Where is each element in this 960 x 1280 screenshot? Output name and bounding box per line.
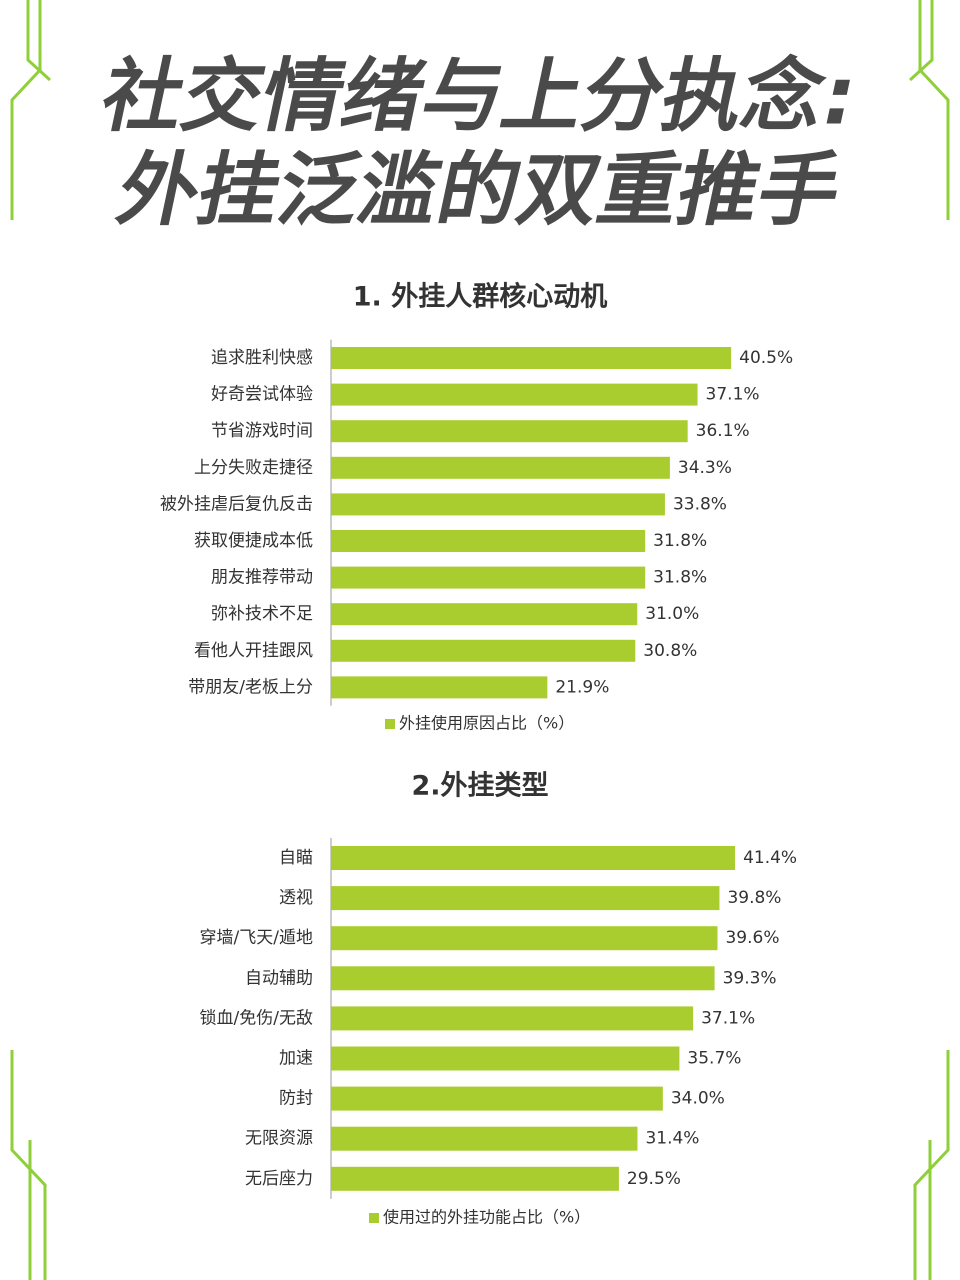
category-label: 防封 [279, 1089, 313, 1109]
bar [331, 530, 646, 552]
category-label: 朋友推荐带动 [211, 568, 313, 588]
value-label: 31.0% [645, 604, 699, 624]
category-label: 节省游戏时间 [211, 421, 313, 441]
category-label: 穿墙/飞天/遁地 [200, 928, 313, 948]
legend-swatch [369, 1213, 379, 1223]
category-label: 透视 [279, 888, 313, 908]
chart-title: 1. 外挂人群核心动机 [353, 281, 607, 313]
value-label: 34.0% [671, 1089, 725, 1109]
category-label: 锁血/免伤/无敌 [200, 1008, 313, 1028]
value-label: 31.4% [645, 1129, 699, 1149]
value-label: 37.1% [701, 1008, 755, 1028]
value-label: 35.7% [687, 1049, 741, 1069]
bar [331, 347, 732, 369]
value-label: 31.8% [653, 568, 707, 588]
category-label: 被外挂虐后复仇反击 [160, 494, 313, 514]
category-label: 无后座力 [245, 1169, 313, 1189]
value-label: 33.8% [673, 494, 727, 514]
bar [331, 1166, 619, 1191]
chart-title: 2.外挂类型 [411, 771, 548, 802]
title-line: 外挂泛滥的双重推手 [110, 145, 850, 238]
category-label: 获取便捷成本低 [194, 531, 313, 551]
category-label: 带朋友/老板上分 [188, 677, 313, 697]
bar [331, 1126, 638, 1151]
value-label: 21.9% [555, 677, 609, 697]
decoration [10, 0, 950, 1280]
bar [331, 493, 665, 516]
category-label: 上分失败走捷径 [194, 458, 313, 478]
title: 社交情绪与上分执念: 外挂泛滥的双重推手 [94, 51, 866, 238]
value-label: 41.4% [743, 848, 797, 868]
value-label: 36.1% [696, 421, 750, 441]
category-label: 看他人开挂跟风 [194, 641, 313, 661]
category-label: 追求胜利快感 [211, 348, 313, 368]
category-label: 无限资源 [245, 1129, 313, 1149]
legend-label: 外挂使用原因占比（%） [399, 714, 574, 733]
value-label: 37.1% [706, 385, 760, 405]
bar [331, 383, 698, 406]
bar [331, 966, 715, 991]
bar [331, 456, 670, 479]
legend-label: 使用过的外挂功能占比（%） [383, 1208, 590, 1227]
value-label: 39.8% [727, 888, 781, 908]
value-label: 31.8% [653, 531, 707, 551]
category-label: 弥补技术不足 [211, 604, 313, 624]
value-label: 29.5% [627, 1169, 681, 1189]
category-label: 自动辅助 [245, 968, 313, 988]
category-label: 加速 [279, 1049, 313, 1069]
title-line: 社交情绪与上分执念: [94, 51, 866, 144]
category-label: 自瞄 [279, 848, 313, 868]
bar [331, 566, 646, 589]
value-label: 39.3% [723, 968, 777, 988]
bar [331, 603, 638, 626]
value-label: 40.5% [739, 348, 793, 368]
bar [331, 639, 636, 662]
value-label: 34.3% [678, 458, 732, 478]
value-label: 30.8% [643, 641, 697, 661]
bar [331, 846, 736, 870]
bar [331, 420, 688, 443]
bar [331, 676, 548, 699]
bar [331, 1086, 663, 1111]
legend-swatch [385, 719, 395, 729]
bar [331, 926, 718, 951]
bar [331, 1006, 694, 1031]
category-label: 好奇尝试体验 [211, 385, 313, 405]
value-label: 39.6% [725, 928, 779, 948]
bar [331, 886, 720, 911]
bar [331, 1046, 680, 1071]
